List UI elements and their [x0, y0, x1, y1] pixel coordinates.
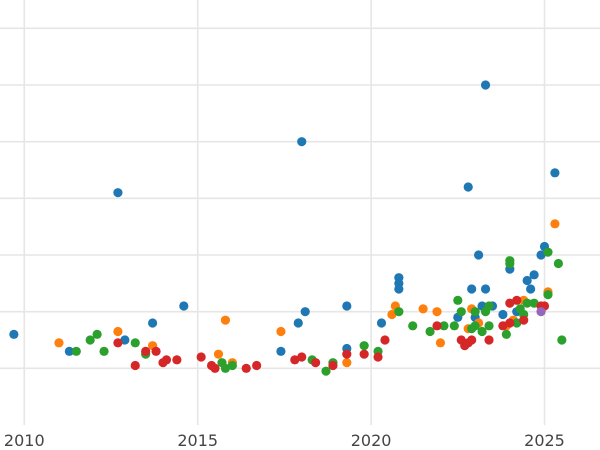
data-point — [484, 335, 494, 345]
data-point — [376, 318, 387, 328]
data-point — [321, 366, 331, 376]
data-point — [470, 321, 480, 331]
data-point — [522, 298, 532, 308]
data-point — [71, 346, 81, 356]
data-point — [227, 360, 237, 371]
data-point — [213, 349, 224, 359]
data-point — [311, 358, 321, 368]
data-point — [484, 321, 494, 331]
data-point — [161, 355, 172, 365]
data-point — [522, 275, 532, 286]
data-point — [467, 284, 477, 294]
data-point — [172, 355, 182, 365]
data-point — [512, 318, 522, 328]
data-point — [196, 352, 206, 362]
data-point — [99, 346, 109, 356]
data-point — [512, 295, 522, 305]
x-axis-tick-labels: 2010 2015 2020 2025 — [4, 431, 565, 450]
data-point — [418, 304, 428, 314]
data-points — [9, 80, 567, 376]
data-point — [498, 309, 508, 320]
data-point — [480, 284, 491, 294]
x-tick-label: 2010 — [4, 431, 45, 450]
data-point — [300, 307, 310, 317]
data-point — [220, 363, 231, 373]
data-point — [543, 290, 553, 300]
x-tick-label: 2025 — [524, 431, 565, 450]
data-point — [220, 315, 231, 325]
data-point — [276, 326, 286, 337]
data-point — [449, 321, 459, 331]
data-point — [536, 307, 546, 317]
data-point — [498, 321, 508, 331]
data-point — [290, 355, 300, 365]
data-point — [394, 284, 404, 294]
data-point — [276, 346, 286, 356]
data-point — [543, 247, 553, 257]
data-point — [463, 182, 473, 192]
data-point — [241, 363, 251, 373]
data-point — [130, 338, 140, 348]
data-point — [439, 321, 449, 331]
data-point — [470, 307, 480, 317]
data-point — [519, 315, 529, 325]
data-point — [435, 338, 446, 348]
data-point — [387, 309, 397, 320]
data-point — [373, 352, 383, 362]
data-point — [432, 307, 442, 317]
data-point — [553, 258, 563, 269]
data-point — [505, 318, 515, 328]
data-point — [474, 250, 484, 260]
data-point — [408, 321, 418, 331]
data-point — [92, 329, 102, 339]
data-point — [501, 329, 511, 339]
data-point — [467, 335, 477, 345]
data-point — [342, 358, 352, 368]
data-point — [141, 346, 151, 356]
data-point — [359, 349, 369, 359]
data-point — [550, 168, 560, 178]
data-point — [85, 335, 95, 345]
data-point — [130, 360, 140, 371]
data-point — [453, 295, 463, 305]
data-point — [9, 329, 19, 339]
data-point — [394, 307, 404, 317]
data-point — [293, 318, 303, 328]
data-point — [526, 284, 536, 294]
data-point — [148, 318, 158, 328]
data-point — [557, 335, 567, 345]
data-point — [64, 346, 74, 356]
data-point — [297, 352, 307, 362]
data-point — [456, 307, 466, 317]
x-tick-label: 2020 — [351, 431, 392, 450]
data-point — [120, 335, 130, 345]
data-point — [151, 346, 161, 356]
data-point — [179, 301, 189, 311]
data-point — [480, 307, 491, 317]
data-point — [477, 326, 487, 337]
data-point — [252, 360, 262, 371]
data-point — [380, 335, 390, 345]
data-point — [529, 270, 539, 280]
data-point — [54, 338, 64, 348]
data-point — [342, 301, 352, 311]
data-point — [359, 341, 369, 351]
data-point — [480, 80, 491, 90]
data-point — [425, 326, 435, 337]
data-point — [536, 250, 546, 260]
x-tick-label: 2015 — [177, 431, 218, 450]
data-point — [550, 219, 560, 229]
data-point — [529, 298, 539, 308]
data-point — [342, 349, 352, 359]
data-point — [113, 338, 123, 348]
data-point — [113, 188, 123, 198]
data-point — [113, 326, 123, 337]
data-point — [210, 363, 220, 373]
data-point — [505, 298, 515, 308]
data-point — [297, 137, 307, 147]
data-point — [505, 258, 515, 269]
data-point — [432, 321, 442, 331]
data-point — [328, 360, 338, 371]
